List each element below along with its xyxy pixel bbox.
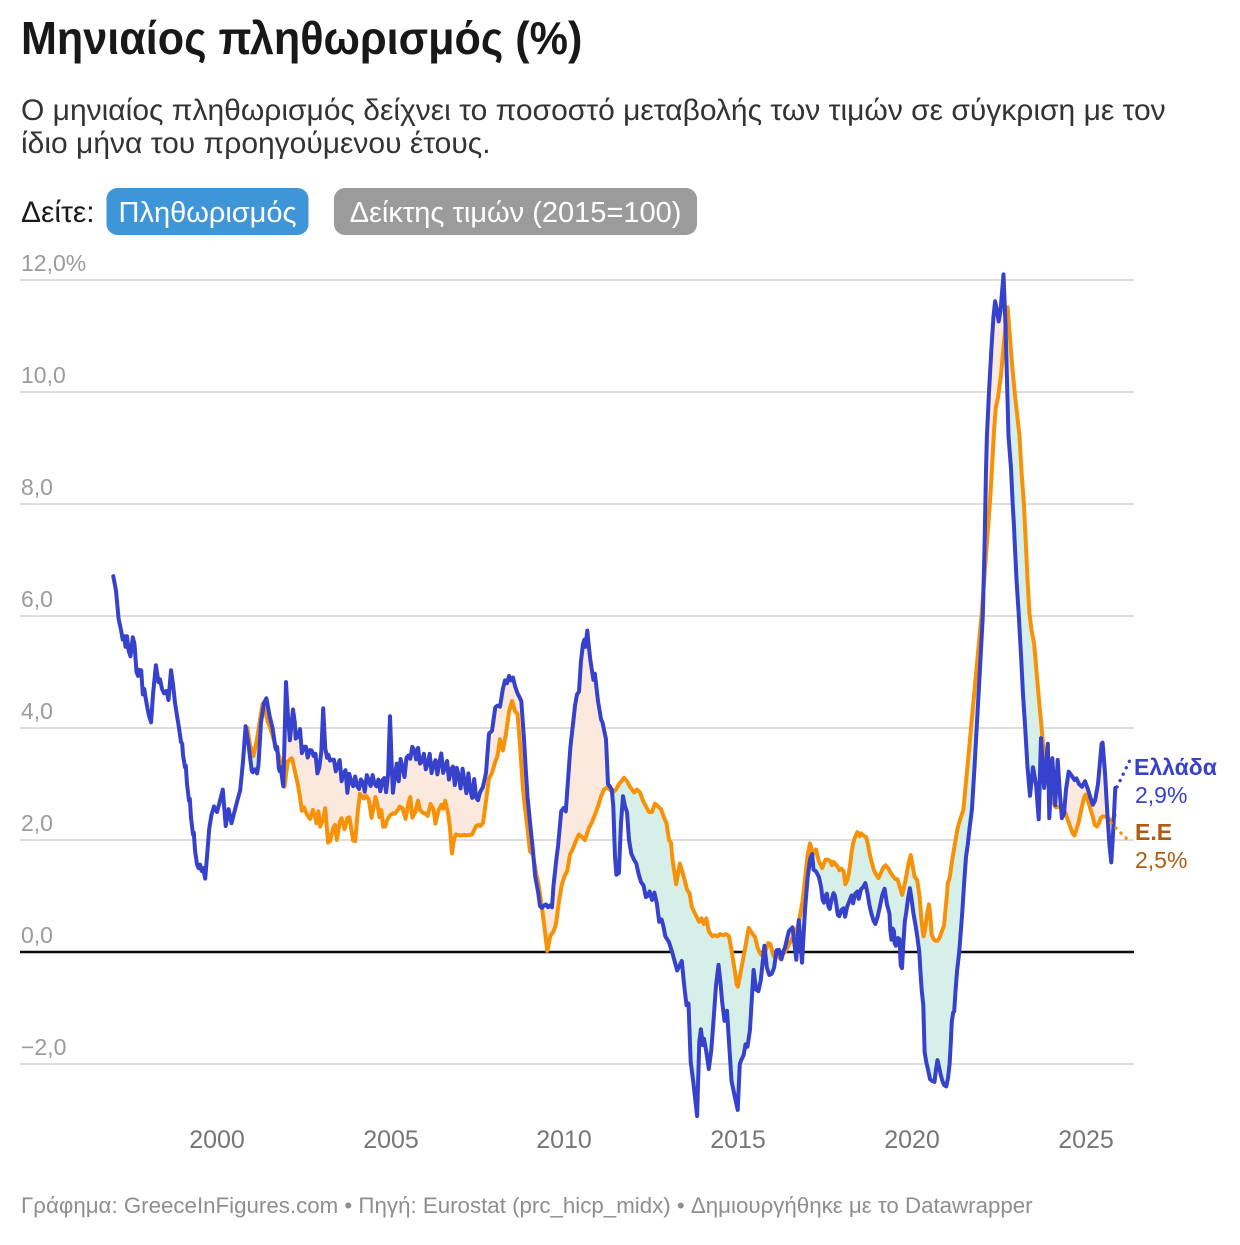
svg-text:Δείκτης τιμών (2015=100): Δείκτης τιμών (2015=100) [350, 197, 682, 229]
svg-text:Μηνιαίος πληθωρισμός (%): Μηνιαίος πληθωρισμός (%) [21, 14, 582, 65]
svg-text:2015: 2015 [710, 1126, 766, 1154]
svg-text:Ο μηνιαίος πληθωρισμός δείχνει: Ο μηνιαίος πληθωρισμός δείχνει το ποσοστ… [21, 94, 1166, 127]
svg-text:2020: 2020 [884, 1126, 940, 1154]
svg-text:Δείτε:: Δείτε: [21, 196, 95, 229]
svg-text:2,5%: 2,5% [1135, 847, 1187, 873]
svg-text:4,0: 4,0 [21, 698, 53, 724]
svg-text:2,0: 2,0 [21, 810, 53, 836]
svg-text:Ελλάδα: Ελλάδα [1134, 754, 1217, 780]
svg-text:10,0: 10,0 [21, 362, 66, 388]
svg-text:Γράφημα: GreeceInFigures.com •: Γράφημα: GreeceInFigures.com • Πηγή: Eur… [21, 1193, 1033, 1218]
svg-text:Πληθωρισμός: Πληθωρισμός [119, 197, 297, 229]
svg-text:12,0%: 12,0% [21, 250, 86, 276]
svg-text:Ε.Ε: Ε.Ε [1135, 819, 1172, 845]
svg-text:6,0: 6,0 [21, 586, 53, 612]
svg-text:2,9%: 2,9% [1135, 782, 1187, 808]
svg-text:ίδιο μήνα του προηγούμενου έτο: ίδιο μήνα του προηγούμενου έτους. [21, 127, 491, 160]
svg-text:2010: 2010 [536, 1126, 592, 1154]
svg-text:0,0: 0,0 [21, 922, 53, 948]
svg-text:8,0: 8,0 [21, 474, 53, 500]
svg-text:2000: 2000 [189, 1126, 245, 1154]
svg-text:−2,0: −2,0 [21, 1034, 66, 1060]
svg-text:2025: 2025 [1058, 1126, 1114, 1154]
svg-text:2005: 2005 [363, 1126, 419, 1154]
